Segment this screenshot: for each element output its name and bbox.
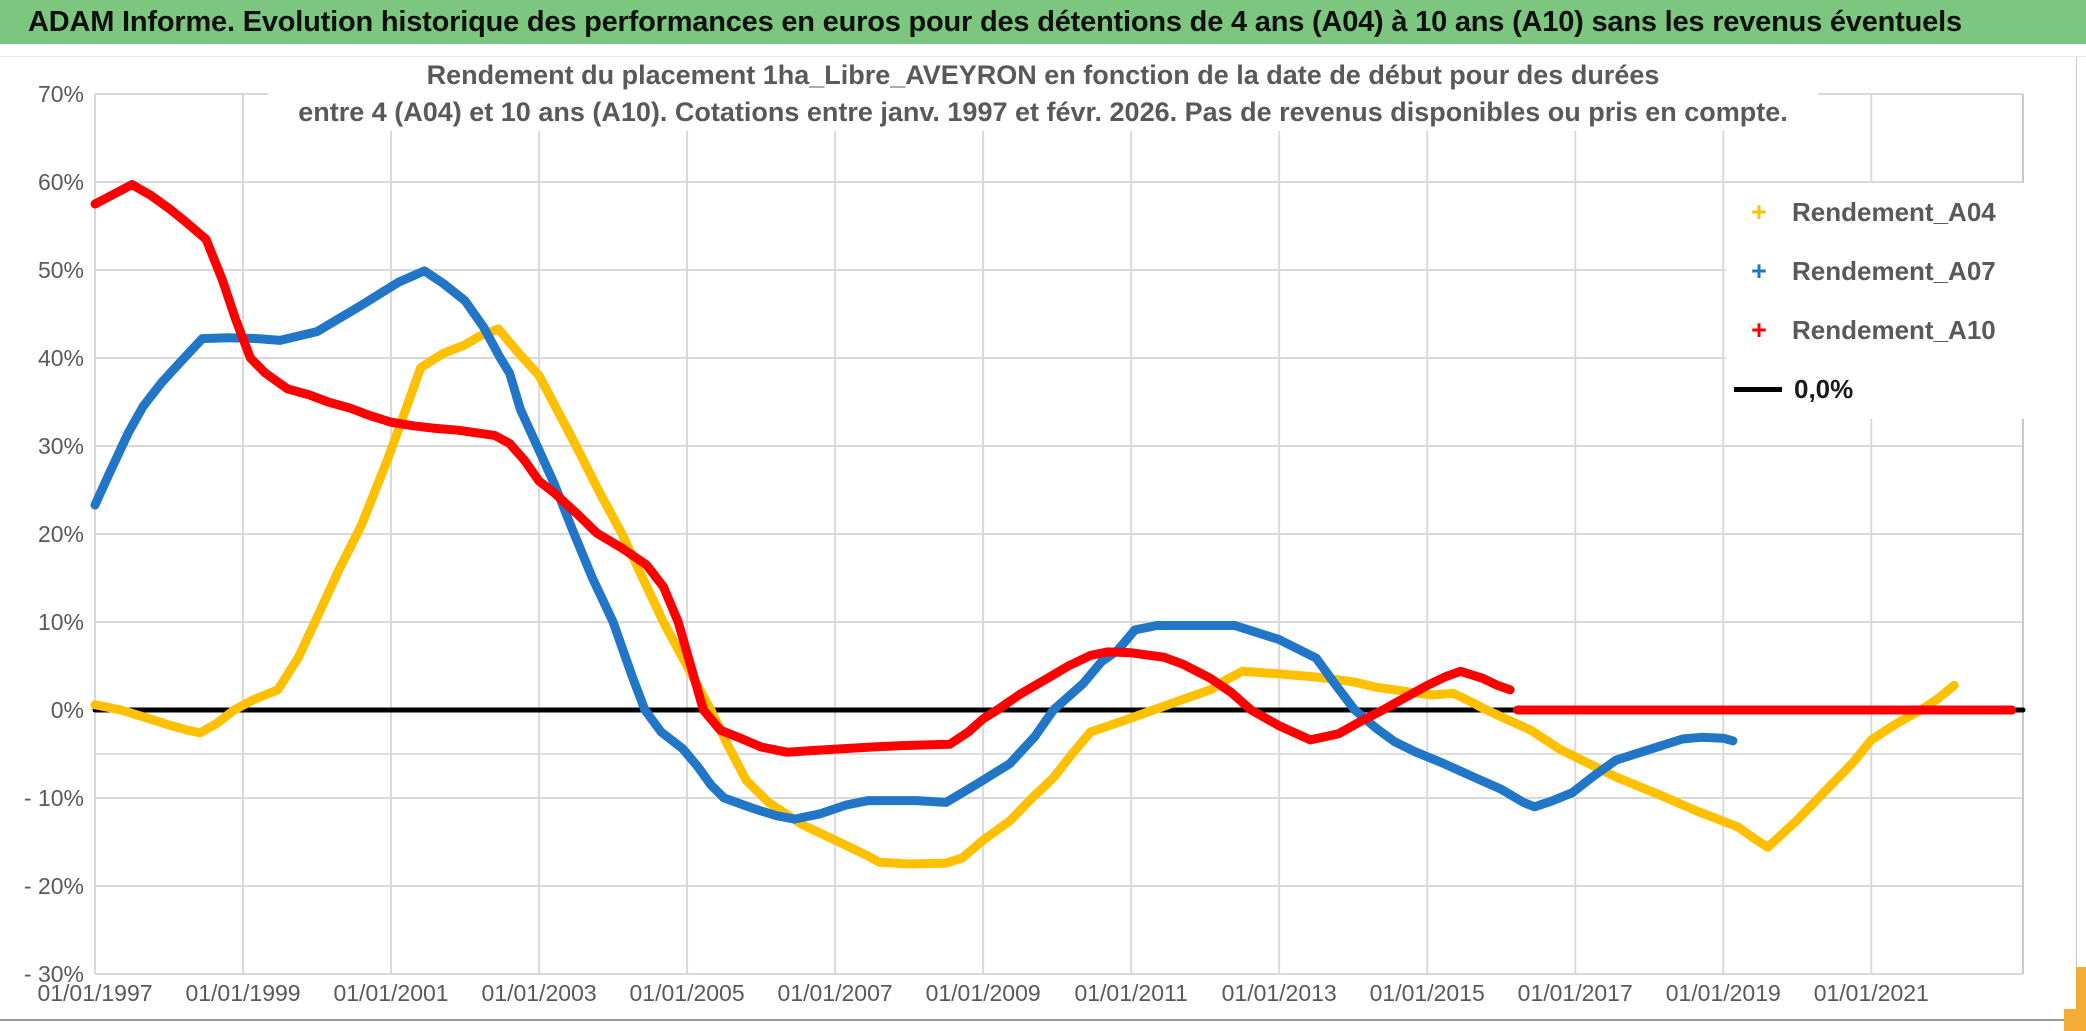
y-axis-tick-label: 50% — [38, 257, 84, 283]
x-axis-tick-label: 01/01/2001 — [333, 980, 448, 1006]
x-axis-tick-label: 01/01/2015 — [1370, 980, 1485, 1006]
x-axis-tick-label: 01/01/2009 — [926, 980, 1041, 1006]
x-axis-tick-label: 01/01/1999 — [185, 980, 300, 1006]
y-axis-tick-label: 70% — [38, 81, 84, 107]
legend-item-rendement-a10[interactable]: + Rendement_A10 — [1726, 301, 2048, 360]
legend-item-rendement-a07[interactable]: + Rendement_A07 — [1726, 242, 2048, 301]
x-axis-tick-label: 01/01/2011 — [1074, 980, 1187, 1006]
y-axis-tick-label: 60% — [38, 169, 84, 195]
title-separator — [0, 44, 2086, 57]
x-axis-tick-label: 01/01/1997 — [37, 980, 152, 1006]
chart-subtitle-line2: entre 4 (A04) et 10 ans (A10). Cotations… — [298, 97, 1788, 127]
legend-item-label: Rendement_A04 — [1792, 197, 1996, 227]
line-marker-icon — [1734, 387, 1782, 392]
legend-item-label: Rendement_A07 — [1792, 256, 1996, 286]
chart-subtitle: Rendement du placement 1ha_Libre_AVEYRON… — [268, 57, 1818, 131]
corner-mark-notch — [2064, 967, 2076, 1009]
legend-item-label: 0,0% — [1794, 374, 1854, 404]
x-axis-tick-label: 01/01/2017 — [1518, 980, 1633, 1006]
y-axis-tick-label: - 10% — [24, 785, 84, 811]
y-axis-tick-label: 10% — [38, 609, 84, 635]
y-axis-tick-label: 40% — [38, 345, 84, 371]
plus-marker-icon: + — [1751, 197, 1767, 227]
x-axis-tick-label: 01/01/2019 — [1666, 980, 1781, 1006]
x-axis-tick-label: 01/01/2007 — [778, 980, 893, 1006]
plus-marker-icon: + — [1751, 315, 1767, 345]
bottom-rule — [0, 1019, 2086, 1021]
x-axis-tick-label: 01/01/2021 — [1814, 980, 1929, 1006]
y-axis-tick-label: 0% — [51, 697, 84, 723]
series-rendement-a10[interactable] — [90, 180, 1515, 757]
plus-marker-icon: + — [1751, 256, 1767, 286]
page-title: ADAM Informe. Evolution historique des p… — [28, 5, 1962, 38]
y-axis-tick-label: - 30% — [24, 961, 84, 987]
x-axis-tick-label: 01/01/2013 — [1222, 980, 1337, 1006]
chart-subtitle-line1: Rendement du placement 1ha_Libre_AVEYRON… — [426, 60, 1660, 90]
series-rendement-a07[interactable] — [90, 266, 1738, 824]
y-axis-tick-label: 30% — [38, 433, 84, 459]
y-axis-tick-label: 20% — [38, 521, 84, 547]
legend-item-rendement-a04[interactable]: + Rendement_A04 — [1726, 183, 2048, 242]
title-bar: ADAM Informe. Evolution historique des p… — [0, 0, 2086, 44]
series-rendement-a04[interactable] — [90, 324, 1959, 869]
legend-item-0-0[interactable]: 0,0% — [1726, 360, 2048, 419]
legend-item-label: Rendement_A10 — [1792, 315, 1996, 345]
y-axis-tick-label: - 20% — [24, 873, 84, 899]
x-axis-tick-label: 01/01/2003 — [482, 980, 597, 1006]
x-axis-tick-label: 01/01/2005 — [630, 980, 745, 1006]
right-frame-line — [2076, 57, 2077, 1019]
legend: + Rendement_A04 + Rendement_A07 + Rendement_A… — [1726, 183, 2048, 419]
